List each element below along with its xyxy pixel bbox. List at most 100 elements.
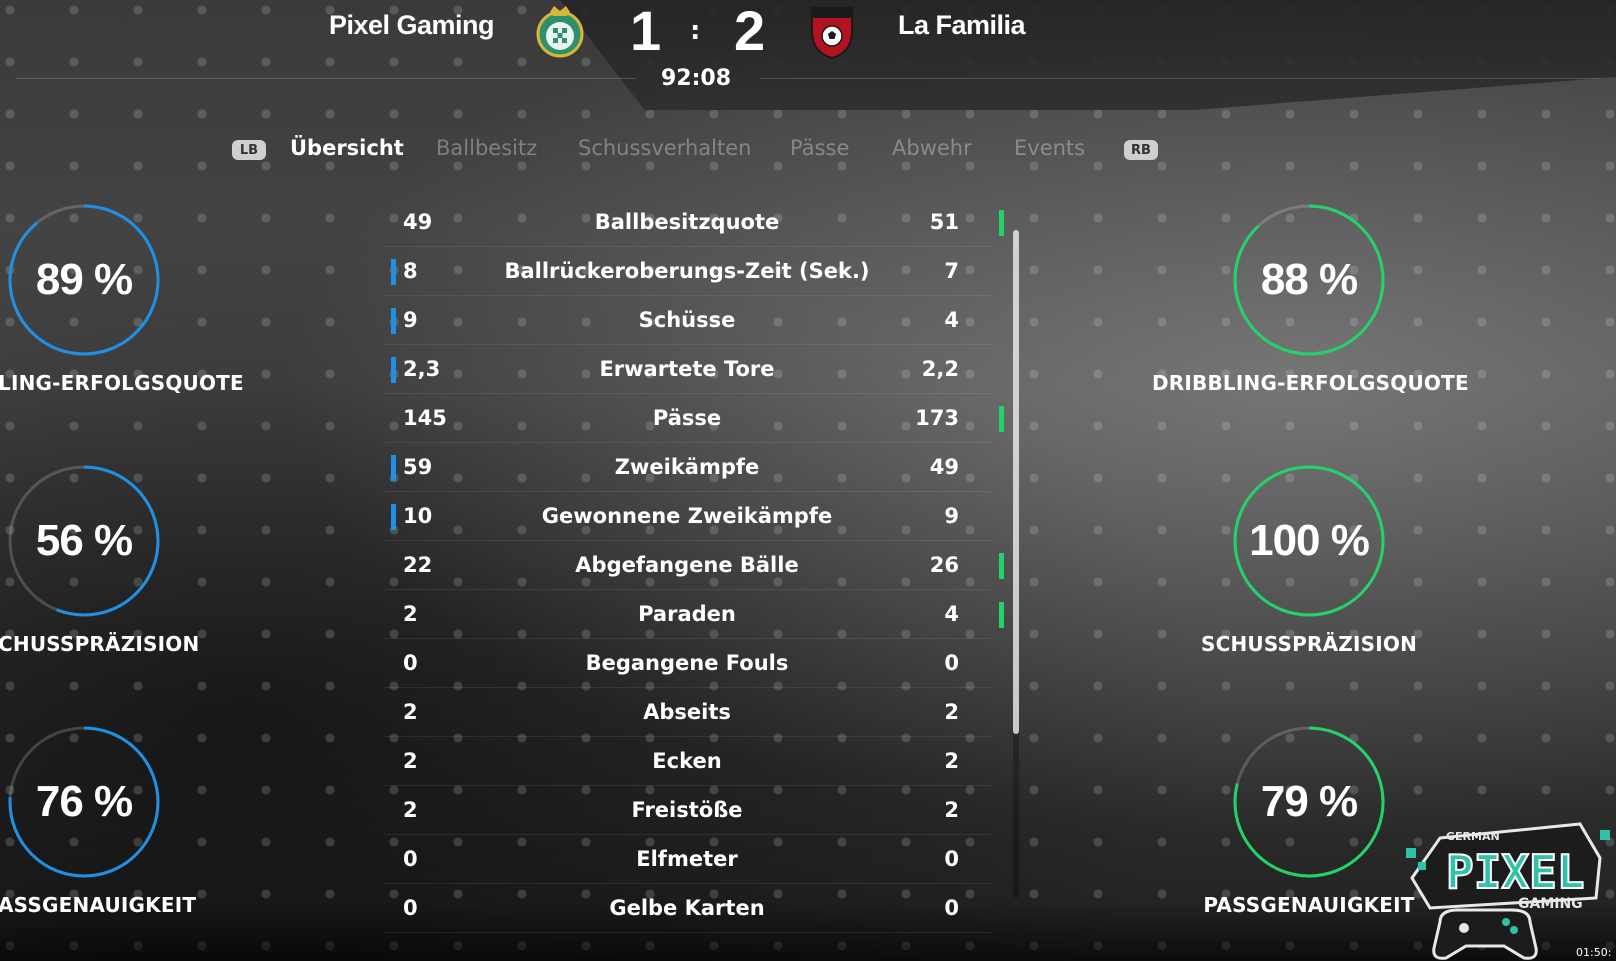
away-shot-accuracy-label: SCHUSSPRÄZISION [1200,632,1418,656]
away-pass-accuracy-gauge: 79 % [1229,722,1389,882]
stat-label: Pässe [652,406,722,430]
away-lead-indicator [999,210,1004,236]
home-shot-accuracy-label: CHUSSPRÄZISION [0,632,200,656]
score-separator: : [690,16,701,46]
stats-scrollbar-thumb[interactable] [1013,230,1019,734]
stat-home-value: 59 [403,455,433,479]
stat-home-value: 2 [403,749,418,773]
stat-away-value: 0 [944,847,959,871]
away-lead-indicator [999,553,1004,579]
rb-button-icon[interactable]: RB [1124,140,1158,160]
stat-row: 0 Gelbe Karten 0 [383,884,991,933]
stat-row: 145 Pässe 173 [383,394,1004,443]
stat-away-value: 26 [929,553,959,577]
stat-home-value: 0 [403,847,418,871]
stat-away-value: 0 [944,896,959,920]
stat-away-value: 51 [929,210,959,234]
home-pass-accuracy-gauge: 76 % [4,722,164,882]
stat-row: 0 Begangene Fouls 0 [383,639,991,688]
tab-abwehr[interactable]: Abwehr [892,136,972,160]
stat-away-value: 173 [915,406,959,430]
home-team-name: Pixel Gaming [328,10,495,40]
stat-away-value: 0 [944,651,959,675]
scoreboard: Pixel Gaming 1 : 2 La Familia 92:08 [0,0,1616,100]
gauge-ring [8,204,160,356]
match-clock: 92:08 [660,66,732,91]
away-pass-accuracy-label: PASSGENAUIGKEIT [1203,893,1415,917]
away-lead-indicator [999,602,1004,628]
stat-label: Schüsse [638,308,736,332]
streamer-logo: GERMAN PIXEL GAMING [1406,822,1610,960]
stat-row: 2 Abseits 2 [383,688,991,737]
logo-text-bottom: GAMING [1518,896,1583,912]
stat-home-value: 0 [403,651,418,675]
stat-away-value: 2,2 [921,357,959,381]
home-lead-indicator [391,357,396,383]
stat-label: Abseits [643,700,731,724]
tab-schussverhalten[interactable]: Schussverhalten [578,136,752,160]
stat-label: Ecken [652,749,722,773]
stat-row: 49 Ballbesitzquote 51 [383,198,1004,247]
tab-ballbesitz[interactable]: Ballbesitz [436,136,538,160]
stat-row: 8 Ballrückeroberungs-Zeit (Sek.) 7 [383,247,991,296]
stats-tab-bar: LB Übersicht Ballbesitz Schussverhalten … [0,132,1616,172]
match-stats-table[interactable]: 4 9 Ballbesitzquote 51 8 Ballrückeroberungs-… [383,198,1004,933]
stat-label: Abgefangene Bälle [575,553,799,577]
home-lead-indicator [391,504,396,530]
stat-row: 2 Freistöße 2 [383,786,991,835]
logo-text-main: PIXEL [1446,845,1584,899]
gauge-ring [8,465,160,617]
stat-label: Paraden [638,602,736,626]
bottom-fade [0,901,1616,961]
stat-home-value: 22 [403,553,433,577]
stat-label: Zweikämpfe [614,455,760,479]
lb-button-icon[interactable]: LB [232,140,266,160]
stat-label: Freistöße [631,798,743,822]
stat-home-value: 9 [403,308,418,332]
gauge-value: 56 % [35,516,133,565]
stat-home-value: 8 [403,259,418,283]
stat-row: 59 Zweikämpfe 49 [383,443,991,492]
stat-row: 0 Elfmeter 0 [383,835,991,884]
stat-away-value: 7 [944,259,959,283]
home-dribbling-label: LING-ERFOLGSQUOTE [0,371,244,395]
home-shot-accuracy-gauge: 56 % [4,461,164,621]
stat-home-value: 145 [403,406,447,430]
stat-away-value: 2 [944,749,959,773]
stat-away-value: 2 [944,798,959,822]
tab-paesse[interactable]: Pässe [790,136,850,160]
stat-label: Begangene Fouls [585,651,789,675]
stat-row: 2 Ecken 2 [383,737,991,786]
stat-home-value: 0 [403,896,418,920]
scoreboard-divider-left [16,78,636,79]
away-shot-accuracy-gauge: 100 % [1229,461,1389,621]
gauge-value: 89 % [35,255,133,304]
stream-timestamp: 01:50: [1576,946,1612,959]
gauge-ring [1233,726,1385,878]
stat-away-value: 4 [944,602,959,626]
tab-uebersicht[interactable]: Übersicht [290,136,404,160]
away-lead-indicator [999,406,1004,432]
tab-events[interactable]: Events [1014,136,1086,160]
gauge-value: 79 % [1260,777,1358,826]
stat-label: Ballbesitzquote [594,210,780,234]
home-lead-indicator [391,455,396,481]
stat-home-value: 2 [403,602,418,626]
stat-label: Gewonnene Zweikämpfe [541,504,833,528]
stat-home-value: 2,3 [403,357,441,381]
stat-row: 2 Paraden 4 [383,590,1004,639]
stat-home-value: 10 [403,504,433,528]
stat-row: 2,3 Erwartete Tore 2,2 [383,345,991,394]
scoreboard-divider-right [760,78,1600,79]
stat-row: 9 Schüsse 4 [383,296,991,345]
stat-home-value: 2 [403,798,418,822]
stat-label: Erwartete Tore [599,357,775,381]
stat-row: 10 Gewonnene Zweikämpfe 9 [383,492,991,541]
stat-row: 22 Abgefangene Bälle 26 [383,541,1004,590]
home-pass-accuracy-label: ASSGENAUIGKEIT [0,893,197,917]
gauge-value: 88 % [1260,255,1358,304]
gauge-value: 76 % [35,777,133,826]
stat-label: Gelbe Karten [609,896,765,920]
